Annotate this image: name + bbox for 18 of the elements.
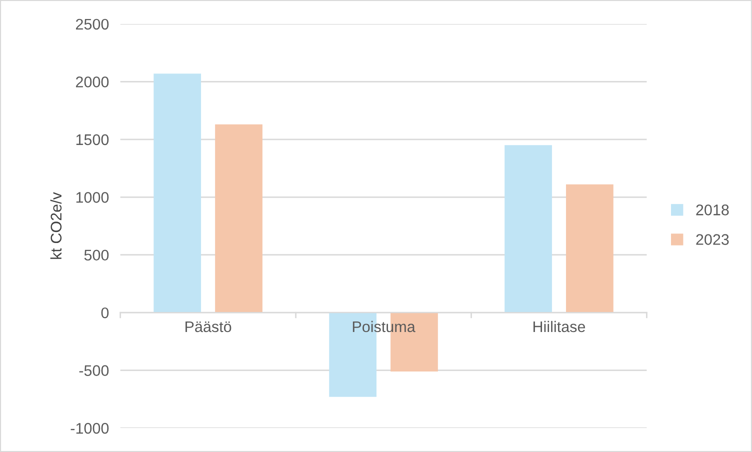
- x-tick-label: Hiilitase: [533, 320, 586, 332]
- bar: [566, 184, 614, 313]
- y-tick-label: -1000: [70, 422, 109, 434]
- x-tick-label: Päästö: [186, 321, 232, 332]
- y-tick-label: 1500: [76, 134, 109, 146]
- y-tick-label: 2000: [76, 76, 109, 88]
- y-tick-label: -500: [79, 365, 109, 376]
- y-tick-label: 500: [84, 250, 109, 261]
- bar: [154, 74, 202, 313]
- legend-label: 2018: [696, 204, 729, 216]
- x-tick-label: Poistuma: [352, 320, 416, 332]
- legend-label: 2023: [696, 234, 729, 245]
- bar: [215, 124, 262, 313]
- y-tick-label: 1000: [76, 192, 109, 203]
- y-tick-label: 0: [101, 307, 109, 318]
- y-axis-title: kt CO2e/v: [50, 192, 62, 259]
- bar: [504, 145, 552, 313]
- y-tick-label: 2500: [76, 18, 109, 30]
